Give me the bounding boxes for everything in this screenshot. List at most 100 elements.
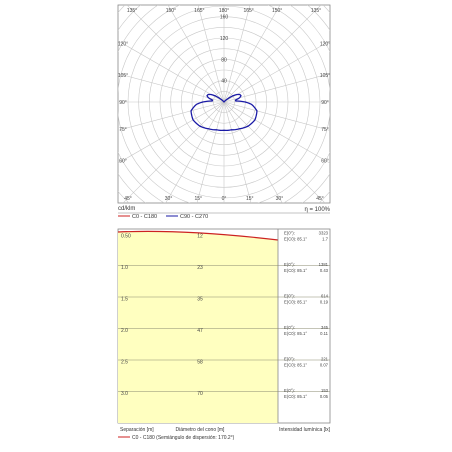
cone-row-distance: 2.5 — [121, 360, 128, 366]
angle-label: 150° — [272, 8, 282, 14]
angle-label: 180° — [219, 8, 229, 14]
col-intensity-label: Intensidad lumínica [lx] — [279, 427, 330, 433]
cone-row-ec-angle: 85.1° — [297, 268, 307, 273]
cone-row-diameter: 47 — [197, 328, 203, 334]
cone-row-ec-value: 0.19 — [320, 300, 329, 305]
angle-label: 90° — [321, 100, 329, 106]
polar-grid-spoke — [118, 101, 225, 164]
polar-grid-spoke — [223, 5, 322, 103]
angle-label: 90° — [119, 100, 127, 106]
cone-row-ec-value: 0.05 — [320, 394, 329, 399]
cone-row-ec-value: 1.7 — [322, 237, 328, 242]
polar-grid-spoke — [122, 101, 225, 203]
col-diameter-label: Diámetro del cono [m] — [176, 427, 226, 433]
cone-row-diameter: 12 — [197, 234, 203, 240]
cone-legend-label: C0 - C180 (Semiángulo de dispersión: 170… — [132, 435, 235, 441]
cone-row-e-label: E(0°): — [284, 294, 295, 299]
angle-label: 105° — [320, 73, 330, 79]
cone-row-e-label: E(0°): — [284, 231, 295, 236]
cone-row-diameter: 35 — [197, 297, 203, 303]
polar-grid-spoke — [126, 5, 225, 103]
angle-label: 165° — [194, 8, 204, 14]
polar-grid-spoke — [223, 101, 283, 203]
angle-label: 150° — [166, 8, 176, 14]
cone-row-ec-value: 0.07 — [320, 363, 329, 368]
series-c90-c270-line — [190, 93, 258, 131]
cone-row-ec-label: E(C0): — [284, 331, 296, 336]
cone-row-e-label: E(0°): — [284, 388, 295, 393]
radial-tick-label: 120 — [220, 36, 229, 42]
cone-row-e-value: 1381 — [319, 262, 329, 267]
cone-row-distance: 1.5 — [121, 297, 128, 303]
angle-label: 135° — [311, 8, 321, 14]
radial-tick-label: 80 — [221, 57, 227, 63]
cone-row-e-value: 345 — [321, 325, 329, 330]
radial-tick-label: 160 — [220, 15, 229, 21]
angle-label: 0° — [222, 196, 227, 202]
cone-row-ec-value: 0.43 — [320, 268, 329, 273]
cone-row-distance: 3.0 — [121, 391, 128, 397]
angle-label: 135° — [127, 8, 137, 14]
cone-row-e-value: 3323 — [319, 231, 329, 236]
cone-row-ec-angle: 85.1° — [297, 300, 307, 305]
cone-row-distance: 2.0 — [121, 328, 128, 334]
cone-row-diameter: 58 — [197, 360, 203, 366]
cone-row-ec-label: E(C0): — [284, 237, 296, 242]
polar-grid-spoke — [197, 5, 225, 103]
cone-area — [118, 231, 278, 423]
angle-label: 120° — [320, 42, 330, 48]
legend-c0-label: C0 - C180 — [132, 214, 157, 220]
cone-row-ec-value: 0.11 — [320, 331, 329, 336]
efficiency-label: η = 100% — [304, 207, 330, 213]
angle-label: 120° — [118, 42, 128, 48]
col-separation-label: Separación [m] — [120, 427, 154, 433]
cone-top-curve — [117, 230, 279, 241]
cone-row-e-label: E(0°): — [284, 262, 295, 267]
polar-grid-spoke — [223, 101, 330, 164]
polar-grid-spoke — [196, 101, 225, 203]
cone-row-ec-label: E(C0): — [284, 363, 296, 368]
polar-grid-spoke — [118, 73, 225, 103]
angle-label: 15° — [246, 196, 254, 202]
polar-grid-spoke — [223, 101, 326, 203]
cone-row-ec-angle: 85.1° — [297, 363, 307, 368]
polar-grid-spoke — [223, 5, 281, 103]
cone-row-diameter: 23 — [197, 265, 203, 271]
angle-label: 75° — [321, 127, 329, 133]
cone-row-e-value: 153 — [321, 388, 329, 393]
polar-grid-spoke — [223, 73, 330, 103]
cone-row-ec-label: E(C0): — [284, 268, 296, 273]
polar-radial-labels: 40 80 120 160 — [220, 15, 229, 85]
angle-label: 45° — [316, 196, 324, 202]
polar-grid-spoke — [223, 5, 251, 103]
cone-row-e-label: E(0°): — [284, 325, 295, 330]
polar-series — [190, 93, 258, 131]
angle-label: 75° — [119, 127, 127, 133]
cone-row-e-value: 614 — [321, 294, 329, 299]
cone-row-ec-label: E(C0): — [284, 394, 296, 399]
angle-label: 165° — [243, 8, 253, 14]
cone-row-e-value: 221 — [321, 357, 329, 362]
angle-label: 60° — [321, 158, 329, 164]
polar-grid-spoke — [118, 40, 225, 103]
cone-row-e-label: E(0°): — [284, 357, 295, 362]
polar-grid-spoke — [167, 5, 225, 103]
radial-tick-label: 40 — [221, 79, 227, 85]
cone-row-ec-angle: 85.1° — [297, 331, 307, 336]
cone-row-ec-label: E(C0): — [284, 300, 296, 305]
angle-label: 105° — [118, 73, 128, 79]
polar-angle-labels: 135° 150° 165° 180° 165° 150° 135° 120° 120° 105°… — [118, 8, 330, 202]
legend-c90-label: C90 - C270 — [180, 214, 208, 220]
cone-row-ec-angle: 85.1° — [297, 394, 307, 399]
cone-row-distance: 1.0 — [121, 265, 128, 271]
angle-label: 45° — [124, 196, 132, 202]
angle-label: 30° — [276, 196, 284, 202]
cone-row-distance: 0.50 — [121, 234, 131, 240]
polar-grid-spoke — [223, 101, 252, 203]
polar-grid-spoke — [223, 40, 330, 103]
angle-label: 60° — [119, 158, 127, 164]
cone-row-ec-angle: 85.1° — [297, 237, 307, 242]
